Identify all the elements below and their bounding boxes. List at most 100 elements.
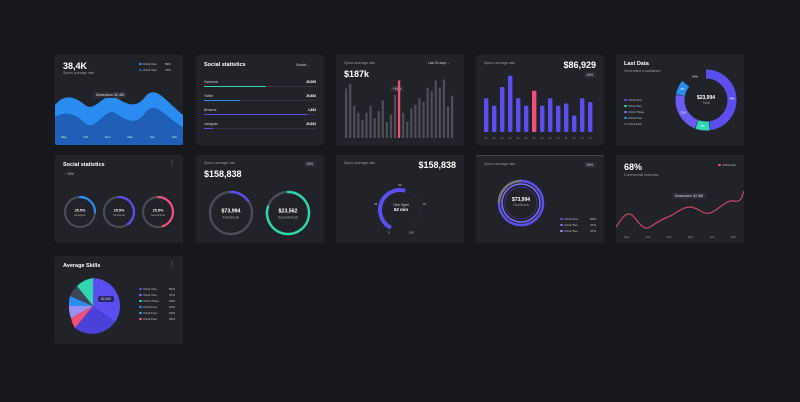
legend-label: Point Two	[564, 223, 578, 227]
legend-item: Point Two	[624, 103, 644, 109]
month-label: Oct	[83, 135, 89, 139]
segment-label: 22%	[680, 111, 686, 115]
bar	[580, 98, 585, 132]
legend-item: Point Three	[624, 109, 644, 115]
growth-badge: 24%	[583, 72, 596, 78]
card-value: $86,929	[563, 60, 596, 70]
legend-label-group: Point Four	[139, 305, 157, 309]
segment-label: 14%	[692, 74, 698, 78]
legend-value: 47%	[168, 293, 175, 297]
legend-item: Point One 59%	[139, 61, 171, 67]
legend-dot	[139, 68, 142, 72]
bar-label: 07	[533, 137, 536, 140]
legend-item: Point One 59%	[139, 286, 175, 292]
legend-label: Point Four	[143, 305, 158, 309]
period-dropdown[interactable]: Last 30 days ⌄	[428, 61, 450, 65]
legend-dot	[624, 122, 627, 126]
more-menu-icon[interactable]: ⋮	[169, 262, 175, 268]
legend-dot	[624, 98, 627, 102]
card-subtitle: Specs average rate	[344, 161, 376, 165]
ring-value: $73,994	[222, 209, 241, 215]
legend-label: Point Three	[143, 299, 159, 303]
bar	[406, 121, 409, 138]
stat-bar-track	[204, 86, 316, 88]
donut-segment	[676, 81, 690, 97]
legend-value: 59%	[164, 62, 171, 66]
bar-chart-card: Specs average rate Last 30 days ⌄ $187k …	[336, 55, 464, 145]
bar	[410, 108, 413, 138]
legend-label-group: Point One	[139, 62, 157, 66]
legend-label: Point Two	[628, 104, 642, 108]
legend-value: 19%	[168, 311, 175, 315]
area-chart	[55, 92, 183, 145]
bar	[373, 118, 376, 138]
bar	[361, 120, 364, 138]
x-axis-labels: Sep Oct Nov Dec Jan Feb	[61, 135, 177, 139]
growth-badge: ↑ 24%	[65, 172, 74, 176]
bar	[484, 98, 489, 132]
legend-dot	[139, 311, 142, 315]
bar	[516, 98, 521, 132]
socials-dropdown[interactable]: Socials ⌄	[296, 63, 310, 67]
card-title: Average Skills	[63, 263, 101, 269]
bar-label: 03	[501, 137, 504, 140]
legend-item: Point One 59%	[560, 216, 596, 222]
bar	[422, 102, 425, 138]
legend-item: Point Four 15%	[139, 304, 175, 310]
bar	[492, 105, 497, 132]
concentric-ring	[501, 183, 541, 223]
stat-label: Behance	[204, 108, 217, 112]
bar	[556, 105, 561, 132]
bar	[446, 106, 450, 138]
legend-dot	[624, 110, 627, 114]
card-value: 38,4K	[63, 61, 88, 71]
legend-label-group: Point Two	[624, 104, 642, 108]
stat-value: 1,843	[308, 108, 316, 112]
card-subtitle: Generated a sustained	[624, 69, 661, 73]
legend-label: Point Five	[143, 317, 157, 321]
gauge-tick: 100	[409, 230, 414, 234]
bar-label: 05	[517, 137, 520, 140]
card-value: $187k	[344, 69, 370, 79]
legend-label-group: Point Two	[139, 293, 157, 297]
revenue-rings-card: Specs average rate 24% $158,838 $73,994 F…	[196, 155, 324, 243]
average-skills-card: Average Skills ⋮ $2,465 Point One 59% Poin…	[55, 256, 183, 344]
stat-bar-fill	[204, 86, 266, 88]
legend-label-group: Point One	[139, 287, 157, 291]
bar	[414, 104, 417, 138]
month-label: Sep	[61, 135, 67, 139]
card-value: 68%	[624, 162, 643, 172]
legend-label: Point Four	[143, 311, 158, 315]
donut-segment	[675, 94, 699, 129]
card-subtitle: Specs average rate	[63, 71, 95, 75]
legend-label: Point One	[564, 217, 578, 221]
card-subtitle: Specs average rate	[484, 61, 516, 65]
badge-value: 24%	[67, 172, 74, 176]
legend-dot	[139, 62, 142, 66]
month-label: Feb	[171, 135, 177, 139]
bar-label: 11	[565, 137, 568, 140]
bar	[426, 87, 429, 138]
card-subtitle: Commercial networks	[624, 173, 659, 177]
ring-label: Facebook	[113, 213, 126, 217]
bar	[540, 105, 545, 132]
bar	[365, 112, 368, 138]
legend-value: 47%	[589, 229, 596, 233]
bar-label: 14	[589, 137, 592, 140]
growth-badge: 24%	[583, 162, 596, 168]
bar	[377, 111, 380, 138]
legend-dot	[560, 223, 563, 227]
month-label: Jan	[149, 135, 155, 139]
more-menu-icon[interactable]: ⋮	[169, 161, 175, 167]
legend-label-group: Point Two	[139, 68, 157, 72]
gauge-tick: 75	[423, 202, 427, 206]
donut-segment	[695, 120, 710, 131]
stat-bar-fill	[204, 114, 308, 116]
ring-progress	[229, 190, 250, 202]
legend-dot	[624, 104, 627, 108]
legend-label: Point One	[143, 62, 157, 66]
card-value: $158,838	[204, 169, 242, 179]
bar-label: 04	[509, 137, 512, 140]
bar	[397, 80, 401, 138]
stat-label: Twitter	[204, 94, 214, 98]
